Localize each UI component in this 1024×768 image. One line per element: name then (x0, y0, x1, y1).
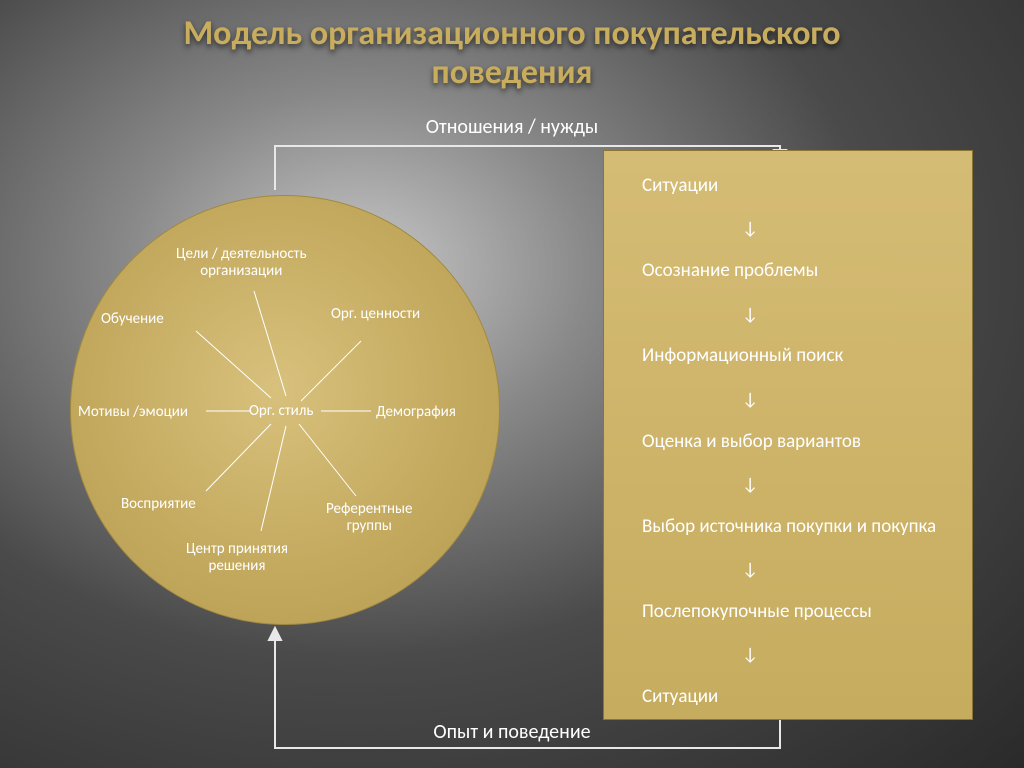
process-step: Ситуации (642, 686, 948, 709)
org-style-circle: Цели / деятельность организации Орг. ценн… (70, 195, 500, 625)
down-arrow-icon: ↓ (742, 311, 758, 318)
process-step: Оценка и выбор вариантов (642, 431, 948, 454)
spoke-label: Орг. ценности (331, 306, 420, 323)
spoke-label: Демография (376, 404, 456, 421)
spoke-label: Восприятие (121, 496, 196, 513)
process-step: Выбор источника покупки и покупка (642, 516, 948, 539)
process-step: Ситуации (642, 175, 948, 198)
down-arrow-icon: ↓ (742, 481, 758, 488)
process-step: Информационный поиск (642, 345, 948, 368)
down-arrow-icon: ↓ (742, 396, 758, 403)
circle-center-label: Орг. стиль (249, 403, 313, 420)
process-step: Послепокупочные процессы (642, 601, 948, 624)
spoke-label: Цели / деятельность организации (176, 246, 307, 281)
process-step: Осознание проблемы (642, 260, 948, 283)
spoke-label: Мотивы /эмоции (78, 404, 188, 421)
down-arrow-icon: ↓ (742, 225, 758, 232)
spoke-label: Центр принятия решения (186, 541, 288, 576)
process-box: Ситуации ↓ Осознание проблемы ↓ Информационн… (603, 150, 973, 720)
spoke-label: Обучение (101, 311, 164, 328)
spoke-label: Референтные группы (326, 501, 412, 536)
down-arrow-icon: ↓ (742, 566, 758, 573)
down-arrow-icon: ↓ (742, 651, 758, 658)
